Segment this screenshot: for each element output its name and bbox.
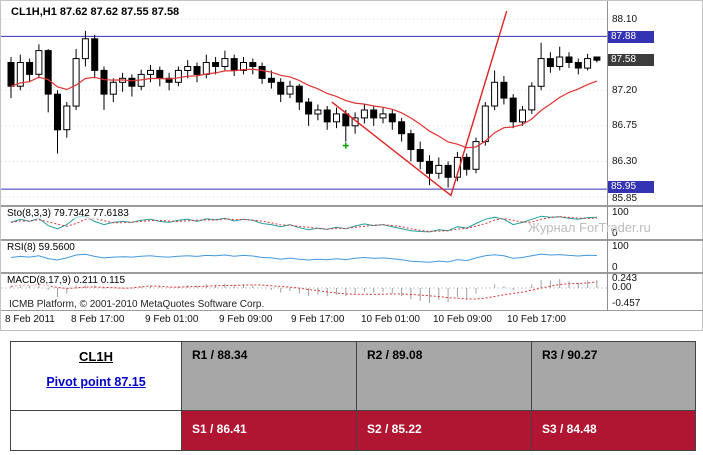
panel-divider[interactable] xyxy=(1,272,703,274)
fortrader-watermark: Журнал ForTrader.ru xyxy=(528,220,651,235)
time-axis-label: 10 Feb 09:00 xyxy=(433,314,492,325)
stochastic-axis-max: 100 xyxy=(612,207,629,218)
chart-title-ohlc: CL1H,H1 87.62 87.62 87.55 87.58 xyxy=(11,6,180,18)
metaquotes-copyright: ICMB Platform, © 2001-2010 MetaQuotes So… xyxy=(9,299,265,310)
rsi-axis-min: 0 xyxy=(612,262,618,273)
macd-axis-min: -0.457 xyxy=(612,298,641,309)
pivot-points-table: CL1H Pivot point 87.15 R1 / 88.34 R2 / 8… xyxy=(10,341,696,451)
pivot-table-empty-cell xyxy=(11,410,181,450)
panel-divider xyxy=(1,310,703,311)
panel-divider[interactable] xyxy=(1,239,703,241)
macd-signal-line xyxy=(10,281,597,300)
support-cell-s3: S3 / 84.48 xyxy=(531,410,695,450)
trend-line xyxy=(331,10,508,197)
panel-divider[interactable] xyxy=(1,205,703,207)
rsi-line xyxy=(10,253,597,263)
time-axis-label: 10 Feb 17:00 xyxy=(507,314,566,325)
moving-average-line xyxy=(10,68,598,149)
resistance-level-badge: 87.88 xyxy=(608,31,654,43)
price-axis-label: 87.20 xyxy=(612,85,638,96)
price-axis-separator xyxy=(607,1,608,311)
resistance-cell-r2: R2 / 89.08 xyxy=(356,342,531,410)
stochastic-signal-line xyxy=(10,216,597,232)
time-axis-label: 8 Feb 17:00 xyxy=(71,314,125,325)
support-level-badge: 85.95 xyxy=(608,181,654,193)
price-axis-label: 88.10 xyxy=(612,14,638,25)
macd-label: MACD(8,17,9) 0.211 0.115 xyxy=(7,275,126,286)
resistance-cell-r3: R3 / 90.27 xyxy=(531,342,695,410)
candlesticks xyxy=(7,30,601,188)
rsi-label: RSI(8) 59.5600 xyxy=(7,242,75,253)
time-axis-label: 10 Feb 01:00 xyxy=(361,314,420,325)
pivot-table-symbol-cell: CL1H Pivot point 87.15 xyxy=(11,342,181,410)
support-cell-s1: S1 / 86.41 xyxy=(181,410,356,450)
time-axis-label: 9 Feb 01:00 xyxy=(145,314,199,325)
macd-axis-max: 0.243 xyxy=(612,273,638,284)
stochastic-label: Sto(8,3,3) 79.7342 77.6183 xyxy=(7,208,129,219)
time-axis-label: 8 Feb 2011 xyxy=(5,314,55,325)
price-axis-label: 85.85 xyxy=(612,193,638,204)
chart-canvas[interactable] xyxy=(1,1,703,332)
metatrader-chart-window: CL1H,H1 87.62 87.62 87.55 87.58 88.10 87… xyxy=(0,0,703,331)
pivot-point-value: Pivot point 87.15 xyxy=(46,375,146,389)
stochastic-main-line xyxy=(10,215,597,233)
price-axis-label: 86.30 xyxy=(612,156,638,167)
support-cell-s2: S2 / 85.22 xyxy=(356,410,531,450)
current-price-badge: 87.58 xyxy=(608,54,654,66)
time-axis-label: 9 Feb 17:00 xyxy=(291,314,345,325)
rsi-axis-max: 100 xyxy=(612,241,629,252)
time-axis-label: 9 Feb 09:00 xyxy=(219,314,273,325)
stochastic-axis-min: 0 xyxy=(612,228,618,239)
chart-bottom-border xyxy=(1,330,703,331)
price-axis-label: 86.75 xyxy=(612,120,638,131)
resistance-cell-r1: R1 / 88.34 xyxy=(181,342,356,410)
symbol-label: CL1H xyxy=(79,349,113,364)
macd-axis-zero: 0.00 xyxy=(612,282,632,293)
